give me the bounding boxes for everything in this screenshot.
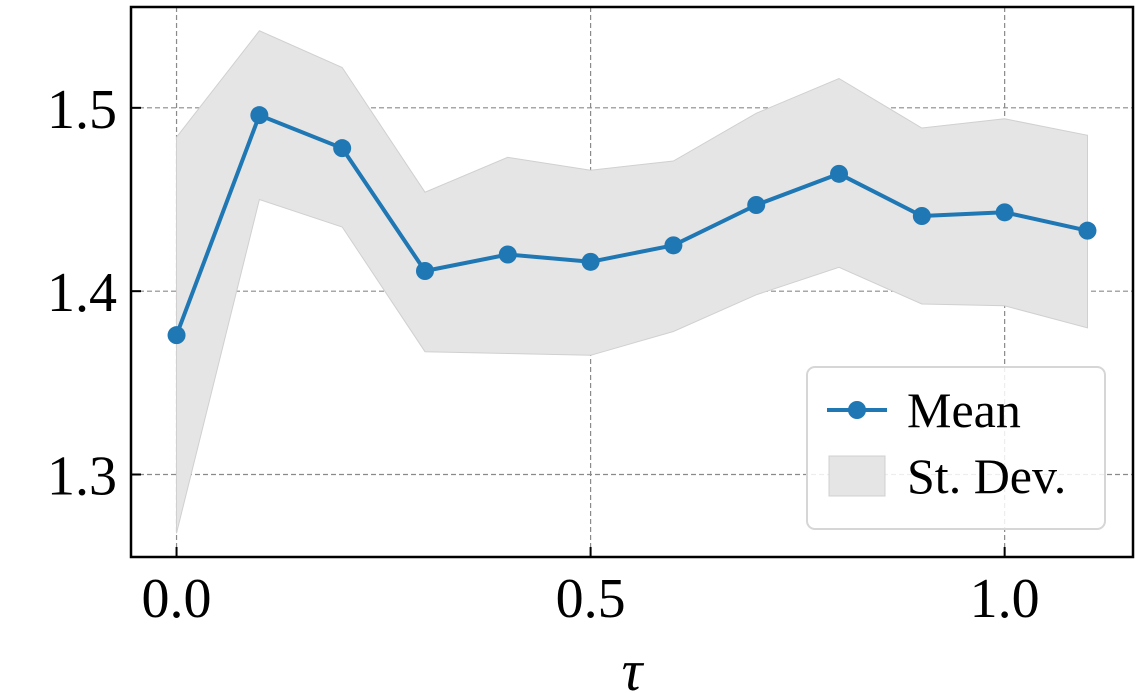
mean-point [664, 236, 683, 255]
mean-point [167, 326, 186, 345]
mean-point [581, 252, 600, 271]
mean-point [250, 106, 269, 125]
legend: Mean St. Dev. [806, 366, 1106, 530]
mean-point [498, 245, 517, 264]
axis-ticks [131, 106, 1006, 557]
mean-point [912, 207, 931, 225]
legend-label-mean: Mean [907, 382, 1021, 438]
y-tick-label: 1.3 [47, 446, 117, 508]
x-axis-label: τ [622, 638, 645, 693]
legend-std-dev-swatch [828, 455, 886, 497]
mean-line-layer [167, 106, 1097, 345]
x-tick-label: 0.0 [142, 568, 212, 630]
mean-point [995, 203, 1014, 222]
mean-point [415, 262, 434, 280]
legend-label-std-dev: St. Dev. [907, 448, 1066, 504]
std-dev-band-layer [176, 30, 1088, 534]
axis-tick-labels: 0.0 0.5 1.0 1.3 1.4 1.5 [47, 79, 1040, 630]
y-tick-label: 1.5 [47, 79, 117, 141]
y-tick-label: 1.4 [47, 262, 117, 324]
plot-frame [129, 5, 1135, 559]
x-tick-label: 1.0 [970, 568, 1040, 630]
std-dev-band [176, 30, 1088, 534]
mean-point [747, 196, 766, 214]
mean-point [333, 139, 352, 158]
legend-mean-marker [848, 401, 866, 419]
x-tick-label: 0.5 [556, 568, 626, 630]
mean-point [830, 164, 849, 183]
mean-line [174, 113, 1088, 336]
mean-point [1078, 221, 1097, 240]
